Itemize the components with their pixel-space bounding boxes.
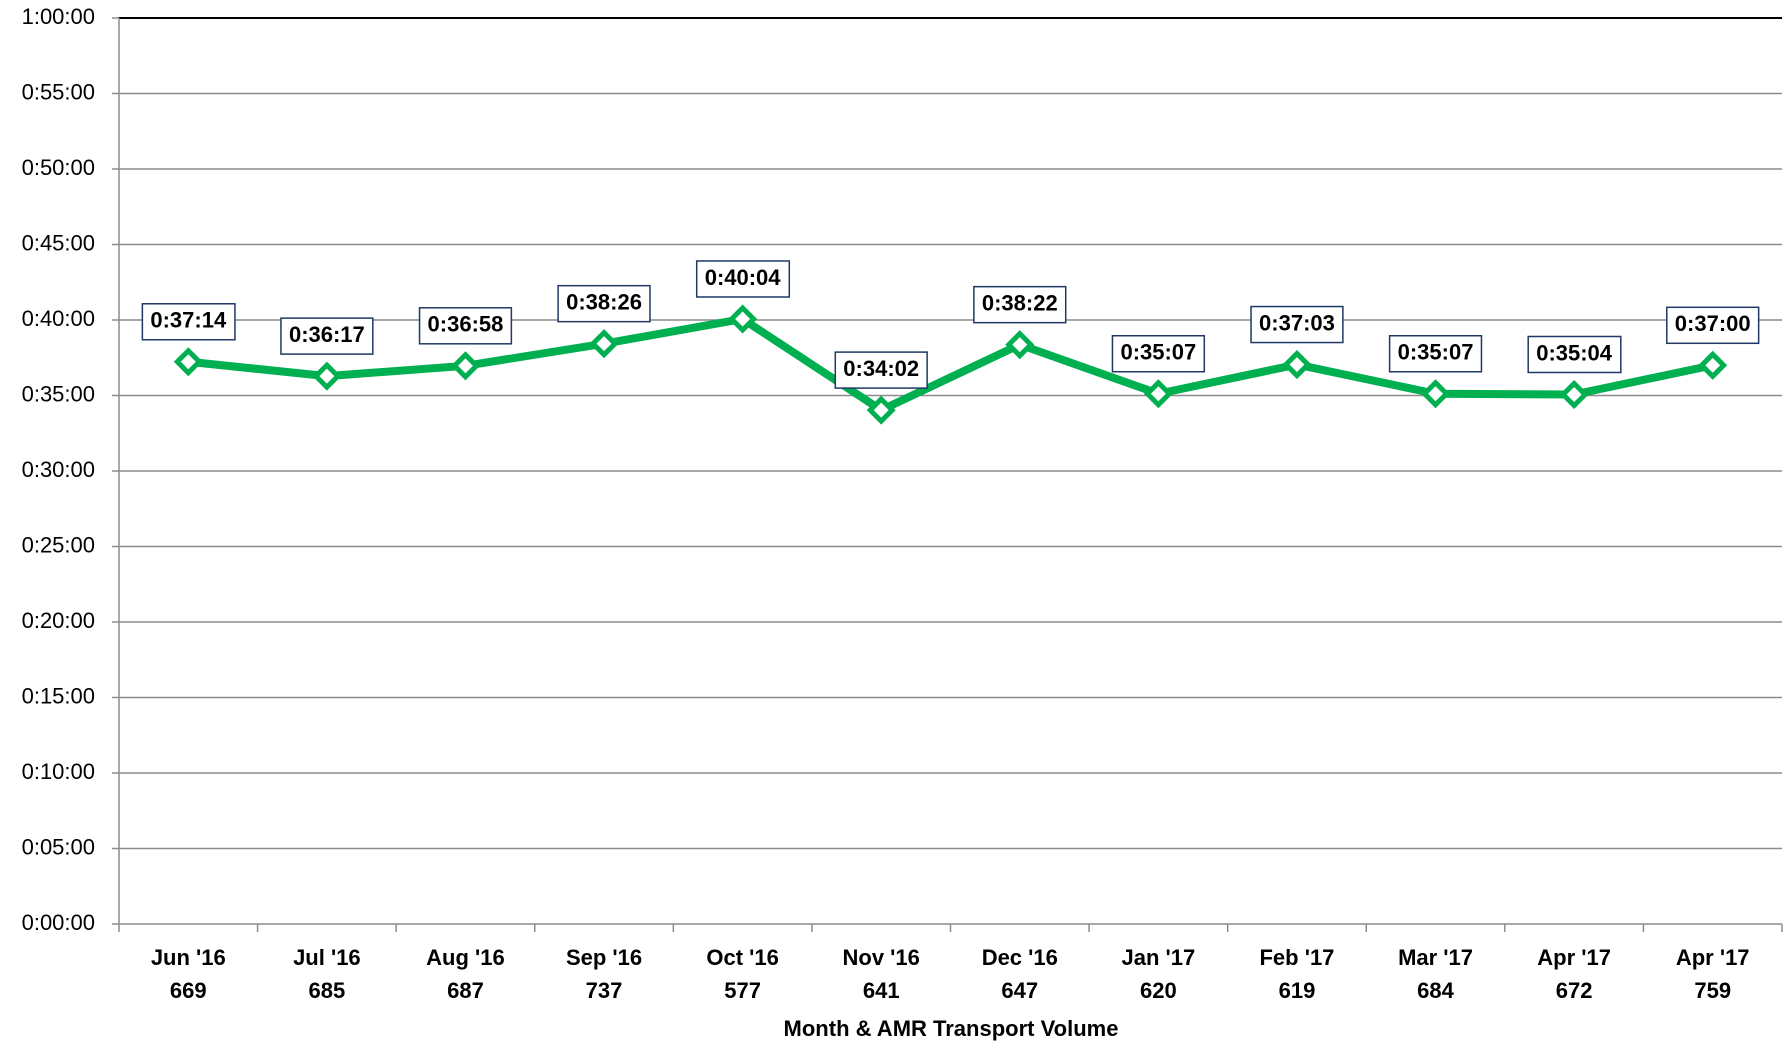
x-tick-label: Jan '17	[1122, 945, 1196, 970]
marker	[450, 351, 480, 381]
marker	[1559, 379, 1589, 410]
y-tick-label: 0:20:00	[22, 608, 95, 633]
x-tick-label: Apr '17	[1676, 945, 1750, 970]
y-tick-label: 0:30:00	[22, 457, 95, 482]
y-tick-label: 0:00:00	[22, 910, 95, 935]
data-label-box	[1111, 334, 1206, 373]
marker	[589, 329, 619, 359]
data-label: 0:37:03	[1259, 310, 1335, 335]
x-tick-label: Jun '16	[151, 945, 226, 970]
data-label-box	[418, 307, 513, 345]
data-label-box	[973, 285, 1067, 324]
data-label: 0:37:00	[1675, 311, 1751, 336]
x-tick-volume: 685	[309, 978, 346, 1003]
data-label: 0:35:07	[1120, 340, 1196, 365]
marker	[1698, 350, 1728, 380]
data-label: 0:35:04	[1536, 340, 1613, 365]
x-tick-label: Apr '17	[1537, 945, 1611, 970]
x-tick-label: Nov '16	[843, 945, 920, 970]
data-label: 0:38:26	[566, 289, 642, 314]
data-label-box	[1527, 335, 1622, 374]
data-label: 0:34:02	[843, 356, 919, 381]
data-label-box	[1388, 334, 1483, 373]
data-label-box	[1250, 305, 1344, 344]
marker	[1282, 350, 1312, 380]
x-tick-label: Feb '17	[1259, 945, 1334, 970]
data-label: 0:36:58	[428, 312, 504, 337]
x-tick-volume: 647	[1001, 978, 1038, 1003]
x-tick-volume: 737	[586, 978, 623, 1003]
x-tick-label: Jul '16	[293, 945, 361, 970]
y-tick-label: 0:45:00	[22, 230, 95, 255]
x-tick-volume: 672	[1556, 978, 1593, 1003]
y-tick-label: 0:05:00	[22, 834, 95, 859]
marker	[312, 361, 342, 391]
marker	[1005, 330, 1035, 360]
data-label: 0:40:04	[705, 265, 782, 290]
data-label: 0:38:22	[982, 290, 1058, 315]
y-tick-label: 0:50:00	[22, 155, 95, 180]
y-tick-label: 0:40:00	[22, 306, 95, 331]
data-label-box	[280, 317, 374, 355]
x-tick-volume: 687	[447, 978, 484, 1003]
y-tick-label: 0:10:00	[22, 759, 95, 784]
marker	[728, 304, 758, 334]
marker	[866, 395, 896, 425]
x-tick-volume: 619	[1279, 978, 1316, 1003]
marker	[1421, 379, 1451, 409]
y-tick-label: 0:55:00	[22, 79, 95, 104]
data-label-box	[557, 284, 651, 323]
data-label-box	[834, 351, 928, 389]
marker	[1143, 379, 1173, 409]
x-tick-volume: 669	[170, 978, 207, 1003]
x-tick-volume: 641	[863, 978, 900, 1003]
x-tick-label: Dec '16	[982, 945, 1058, 970]
data-label: 0:36:17	[289, 322, 365, 347]
x-tick-volume: 620	[1140, 978, 1177, 1003]
x-tick-label: Mar '17	[1398, 945, 1473, 970]
x-axis-title: Month & AMR Transport Volume	[784, 1016, 1119, 1041]
x-tick-label: Oct '16	[706, 945, 779, 970]
x-tick-label: Aug '16	[426, 945, 505, 970]
y-tick-label: 0:35:00	[22, 381, 95, 406]
x-tick-volume: 684	[1417, 978, 1454, 1003]
data-label-box	[695, 260, 791, 298]
x-tick-volume: 577	[724, 978, 761, 1003]
y-tick-label: 0:15:00	[22, 683, 95, 708]
line	[187, 314, 1714, 415]
x-tick-label: Sep '16	[566, 945, 642, 970]
y-tick-label: 0:25:00	[22, 532, 95, 557]
marker	[173, 347, 203, 377]
data-label-box	[141, 303, 236, 341]
x-tick-volume: 759	[1694, 978, 1731, 1003]
data-label: 0:35:07	[1398, 340, 1474, 365]
data-label-box	[1666, 306, 1760, 345]
y-tick-label: 1:00:00	[22, 4, 95, 29]
data-label: 0:37:14	[150, 308, 227, 333]
